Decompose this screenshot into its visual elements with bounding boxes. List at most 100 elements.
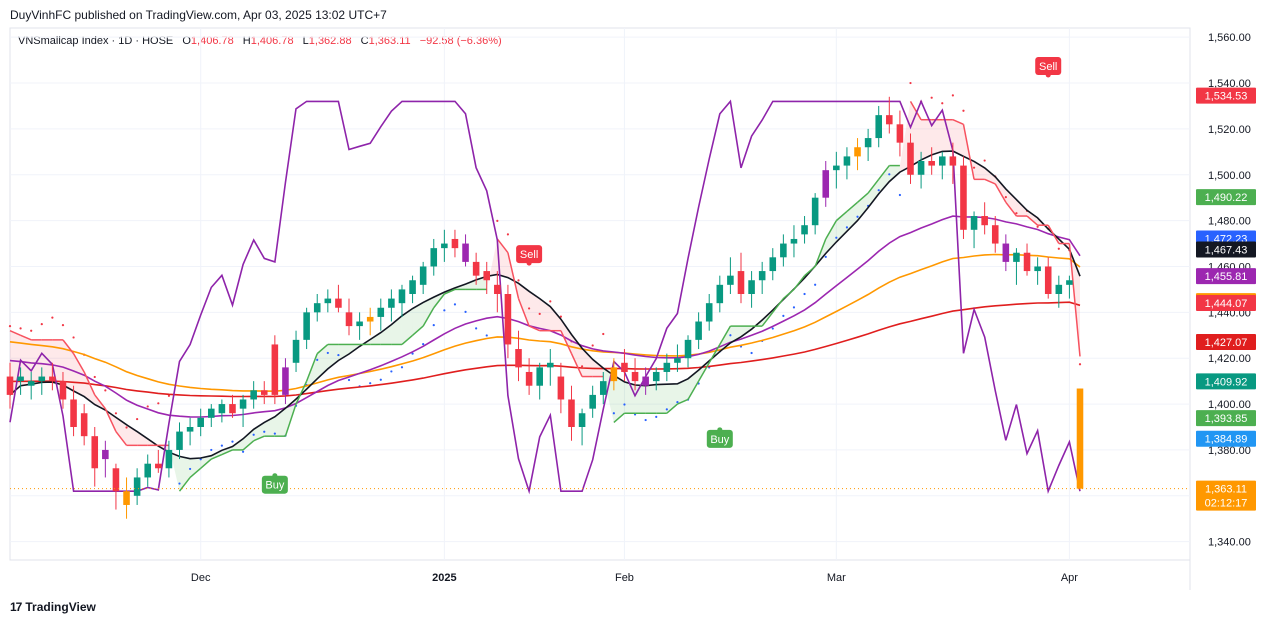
candle xyxy=(589,385,596,418)
candle xyxy=(917,151,925,189)
parabolic-dot xyxy=(612,412,615,415)
trend-fill xyxy=(889,165,900,182)
parabolic-dot xyxy=(898,193,902,197)
parabolic-dot xyxy=(326,351,329,355)
candle-body xyxy=(165,449,173,469)
trend-fill xyxy=(656,384,667,414)
supertrend-line xyxy=(412,325,424,336)
candle xyxy=(1066,275,1073,299)
candle-body xyxy=(1066,280,1073,285)
candle-body xyxy=(737,271,745,294)
sell-signal: Sell xyxy=(516,245,543,266)
candle xyxy=(176,422,183,460)
supertrend-line xyxy=(825,220,837,240)
signal-label: Buy xyxy=(710,434,729,446)
supertrend-line xyxy=(62,339,75,355)
trend-fill xyxy=(401,308,413,345)
trend-fill xyxy=(412,302,424,336)
signal-anchor xyxy=(526,260,532,266)
parabolic-dot xyxy=(104,389,107,392)
candle xyxy=(282,358,289,405)
candle-body xyxy=(896,124,904,143)
supertrend-line xyxy=(422,307,435,327)
trend-fill xyxy=(995,176,1006,203)
y-tick-label: 1,480.00 xyxy=(1208,216,1251,228)
candle xyxy=(642,367,649,395)
candle-body xyxy=(960,165,967,230)
parabolic-dot xyxy=(411,352,414,355)
supertrend-line xyxy=(708,344,721,364)
parabolic-dot xyxy=(1036,225,1039,228)
price-axis-label: 1,363.11 02:12:17 xyxy=(1196,480,1256,511)
candle-body xyxy=(780,243,787,258)
candle-body xyxy=(430,248,438,267)
candle-body xyxy=(345,312,353,327)
candle xyxy=(80,404,88,446)
price-label-text: 1,534.53 xyxy=(1205,91,1248,103)
parabolic-dot xyxy=(655,415,658,418)
parabolic-dot xyxy=(19,327,22,330)
candle-body xyxy=(144,463,152,478)
candle xyxy=(737,252,745,304)
candle xyxy=(1013,248,1020,285)
candle xyxy=(716,275,724,313)
price-label-text: 1,444.07 xyxy=(1205,298,1248,310)
buy-signal: Buy xyxy=(261,473,288,494)
x-tick-label: Feb xyxy=(615,572,634,584)
symbol-legend: VNSmallcap Index · 1D · HOSE O1,406.78 H… xyxy=(18,35,502,47)
candle xyxy=(769,248,777,281)
candle-body xyxy=(928,161,935,166)
trend-fill xyxy=(518,283,530,327)
supertrend-line xyxy=(284,403,297,437)
parabolic-dot xyxy=(941,102,944,105)
candle-body xyxy=(642,376,649,386)
supertrend-line xyxy=(1047,224,1060,244)
candle xyxy=(621,349,628,382)
trend-fill xyxy=(1005,188,1017,217)
candle xyxy=(864,128,872,161)
price-axis-label: 1,384.89 xyxy=(1196,430,1256,447)
parabolic-dot xyxy=(125,426,128,429)
candle-body xyxy=(949,156,957,166)
candle xyxy=(536,362,543,400)
parabolic-dot xyxy=(188,467,192,471)
candle xyxy=(451,229,459,258)
candle xyxy=(758,261,766,294)
candle-body xyxy=(441,243,448,249)
candle xyxy=(949,142,957,184)
candle-body xyxy=(1023,252,1031,272)
price-label-text: 1,427.07 xyxy=(1205,337,1248,349)
trend-fill xyxy=(857,193,869,221)
supertrend-line xyxy=(528,325,541,332)
candle-body xyxy=(557,376,565,400)
candle xyxy=(1076,388,1084,490)
parabolic-dot xyxy=(888,173,891,176)
candle xyxy=(356,312,363,340)
trend-fill xyxy=(645,384,657,414)
trend-fill xyxy=(465,279,477,290)
supertrend-line xyxy=(952,119,964,125)
candle-body xyxy=(515,349,522,368)
candle-body xyxy=(684,339,692,359)
signal-badge xyxy=(706,429,733,448)
price-label-bg xyxy=(1196,241,1256,258)
supertrend-line xyxy=(697,362,710,382)
supertrend-line xyxy=(305,353,318,382)
candle-body xyxy=(27,381,35,386)
candle-body xyxy=(451,238,459,249)
parabolic-dot xyxy=(951,94,954,97)
trend-fill xyxy=(221,446,233,455)
supertrend-line xyxy=(560,330,573,354)
candle-body xyxy=(49,376,56,382)
candle-body xyxy=(504,294,512,345)
trend-fill xyxy=(73,353,85,397)
candle xyxy=(504,284,512,359)
candle xyxy=(133,468,141,505)
candle xyxy=(313,294,321,322)
candle-body xyxy=(854,147,861,157)
trend-fill xyxy=(327,344,339,369)
candle xyxy=(419,261,427,294)
trend-fill xyxy=(878,165,890,194)
candle-body xyxy=(864,138,872,148)
